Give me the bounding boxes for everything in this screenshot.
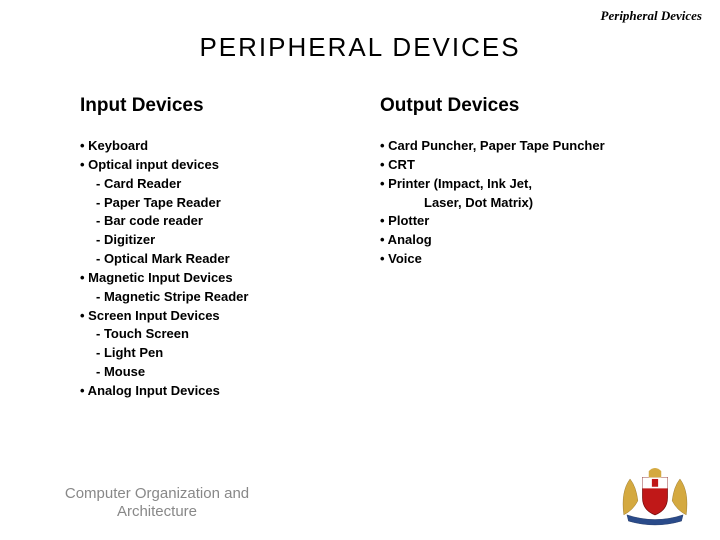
list-item: • Keyboard — [80, 137, 380, 156]
list-item: • Screen Input Devices — [80, 307, 380, 326]
list-item: • CRT — [380, 156, 680, 175]
list-item: • Card Puncher, Paper Tape Puncher — [380, 137, 680, 156]
list-item: - Card Reader — [80, 175, 380, 194]
input-devices-list: • Keyboard• Optical input devices- Card … — [80, 137, 380, 401]
list-item: • Analog — [380, 231, 680, 250]
output-devices-list: • Card Puncher, Paper Tape Puncher• CRT•… — [380, 137, 680, 269]
header-label: Peripheral Devices — [601, 8, 702, 24]
page-title: PERIPHERAL DEVICES — [0, 32, 720, 63]
list-item: • Magnetic Input Devices — [80, 269, 380, 288]
footer-text: Computer Organization and Architecture — [62, 485, 252, 523]
crest-icon — [616, 460, 694, 526]
list-item: - Light Pen — [80, 344, 380, 363]
list-item: - Mouse — [80, 363, 380, 382]
list-item: • Plotter — [380, 212, 680, 231]
list-item: - Digitizer — [80, 231, 380, 250]
footer-line-2: Architecture — [117, 503, 197, 520]
list-item: - Optical Mark Reader — [80, 250, 380, 269]
footer-line-1: Computer Organization and — [65, 485, 249, 502]
list-item: Laser, Dot Matrix) — [380, 194, 680, 213]
list-item: - Magnetic Stripe Reader — [80, 288, 380, 307]
columns-container: Input Devices • Keyboard• Optical input … — [80, 95, 680, 401]
list-item: - Touch Screen — [80, 325, 380, 344]
list-item: - Paper Tape Reader — [80, 194, 380, 213]
list-item: • Analog Input Devices — [80, 382, 380, 401]
list-item: • Optical input devices — [80, 156, 380, 175]
list-item: • Printer (Impact, Ink Jet, — [380, 175, 680, 194]
input-devices-heading: Input Devices — [80, 95, 380, 117]
list-item: - Bar code reader — [80, 212, 380, 231]
list-item: • Voice — [380, 250, 680, 269]
output-devices-column: Output Devices • Card Puncher, Paper Tap… — [380, 95, 680, 401]
input-devices-column: Input Devices • Keyboard• Optical input … — [80, 95, 380, 401]
output-devices-heading: Output Devices — [380, 95, 680, 117]
